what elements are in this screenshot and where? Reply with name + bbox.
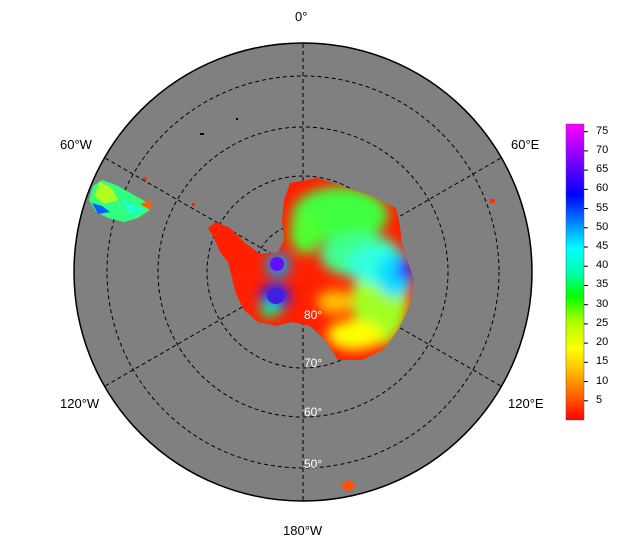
lat-label-60: 60° [304,405,322,419]
island-small-1 [192,203,195,206]
south-america-landmass [89,180,152,222]
lon-label-120w: 120°W [60,396,100,411]
lon-label-60w: 60°W [60,137,92,152]
colorbar-tick-label: 60 [596,182,609,195]
colorbar-ticks [584,131,588,402]
colorbar-tick-label: 65 [596,163,609,176]
colorbar-tick-label: 55 [596,201,609,214]
colorbar-ramp [566,124,584,420]
island-south-georgia [143,177,147,180]
island-new-zealand-sub [340,480,356,492]
island-small-2 [200,133,204,135]
colorbar-tick-label: 30 [596,297,609,310]
lon-label-60e: 60°E [511,137,540,152]
colorbar-frame [565,123,585,421]
lat-label-50: 50° [304,457,322,471]
meridian-lines [104,43,502,501]
island-kerguelen [490,199,495,203]
colorbar-tick-label: 20 [596,336,609,349]
colorbar-tick-label: 5 [596,393,603,406]
colorbar-tick-label: 10 [596,374,609,387]
lon-label-180w: 180°W [283,523,323,538]
island-small-3 [236,118,238,120]
colorbar-tick-label: 50 [596,220,609,233]
colorbar-tick-label: 35 [596,278,609,291]
lat-label-80: 80° [304,308,322,322]
colorbar-tick-label: 45 [596,240,609,252]
colorbar-tick-label: 15 [596,355,609,368]
colorbar-tick-label: 75 [596,124,609,137]
colorbar-tick-label: 25 [596,316,609,329]
lon-label-0: 0° [295,9,308,24]
lon-label-120e: 120°E [508,396,544,411]
map-outline [73,42,533,502]
colorbar-tick-label: 40 [596,259,609,272]
lat-label-70: 70° [304,356,322,370]
colorbar-tick-label: 70 [596,143,609,156]
